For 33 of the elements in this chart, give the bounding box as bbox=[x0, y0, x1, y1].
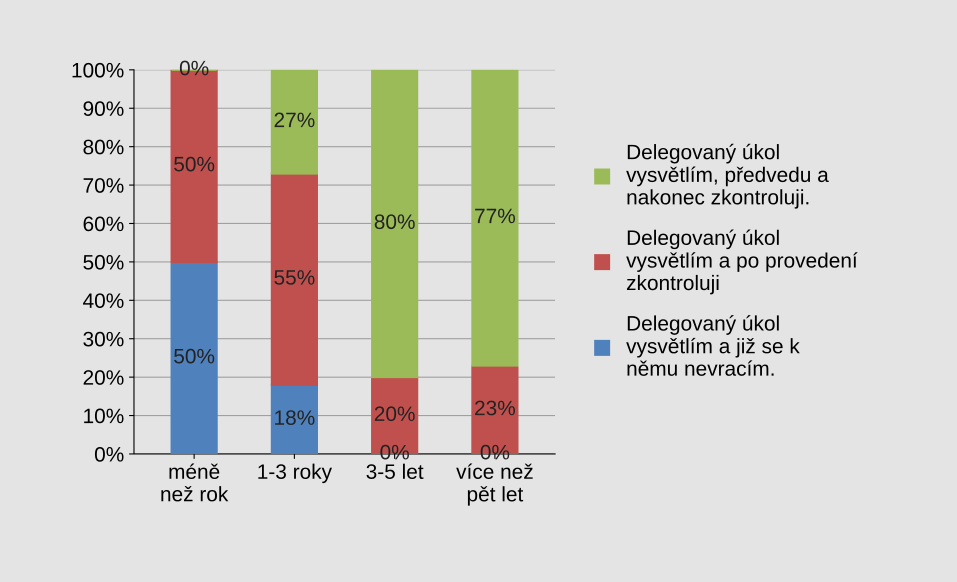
x-tick-label: 1-3 roky bbox=[258, 464, 332, 484]
y-tick-label: 40% bbox=[83, 293, 124, 308]
x-tick-label: méně než rok bbox=[161, 463, 228, 502]
y-tick-label: 30% bbox=[83, 332, 124, 346]
legend-label: Delegovaný úkol vysvětlím a již se k němu nevracím. bbox=[626, 315, 800, 376]
y-tick-label: 20% bbox=[84, 370, 124, 385]
data-label: 50% bbox=[174, 156, 214, 172]
y-tick-label: 0% bbox=[94, 446, 124, 462]
x-tick-label: více než pět let bbox=[456, 463, 533, 506]
y-tick-label: 60% bbox=[84, 216, 124, 232]
bar bbox=[371, 70, 418, 378]
x-tick-label: 3-5 let bbox=[366, 464, 424, 479]
y-tick-label: 90% bbox=[84, 101, 124, 116]
data-label: 27% bbox=[274, 112, 314, 128]
data-label: 77% bbox=[475, 208, 516, 224]
data-label: 20% bbox=[374, 406, 415, 422]
data-label: 80% bbox=[374, 214, 415, 230]
legend-label: Delegovaný úkol vysvětlím a po provedení zkontroluji bbox=[626, 229, 858, 294]
y-tick-label: 50% bbox=[83, 254, 124, 270]
bar bbox=[270, 172, 318, 386]
y-tick-label: 100% bbox=[72, 62, 124, 78]
bar bbox=[170, 260, 218, 454]
y-tick-label: 10% bbox=[84, 408, 124, 424]
y-tick-label: 70% bbox=[84, 178, 124, 193]
data-label: 50% bbox=[174, 348, 214, 364]
bar bbox=[270, 384, 318, 454]
y-tick-label: 80% bbox=[83, 140, 124, 154]
data-label: 18% bbox=[275, 410, 314, 425]
data-label: 23% bbox=[475, 400, 516, 416]
data-label: 55% bbox=[274, 270, 314, 285]
legend-label: Delegovaný úkol vysvětlím, předvedu a nakonec zkontroluji. bbox=[626, 144, 829, 209]
bar bbox=[270, 70, 318, 175]
bar bbox=[471, 70, 519, 367]
